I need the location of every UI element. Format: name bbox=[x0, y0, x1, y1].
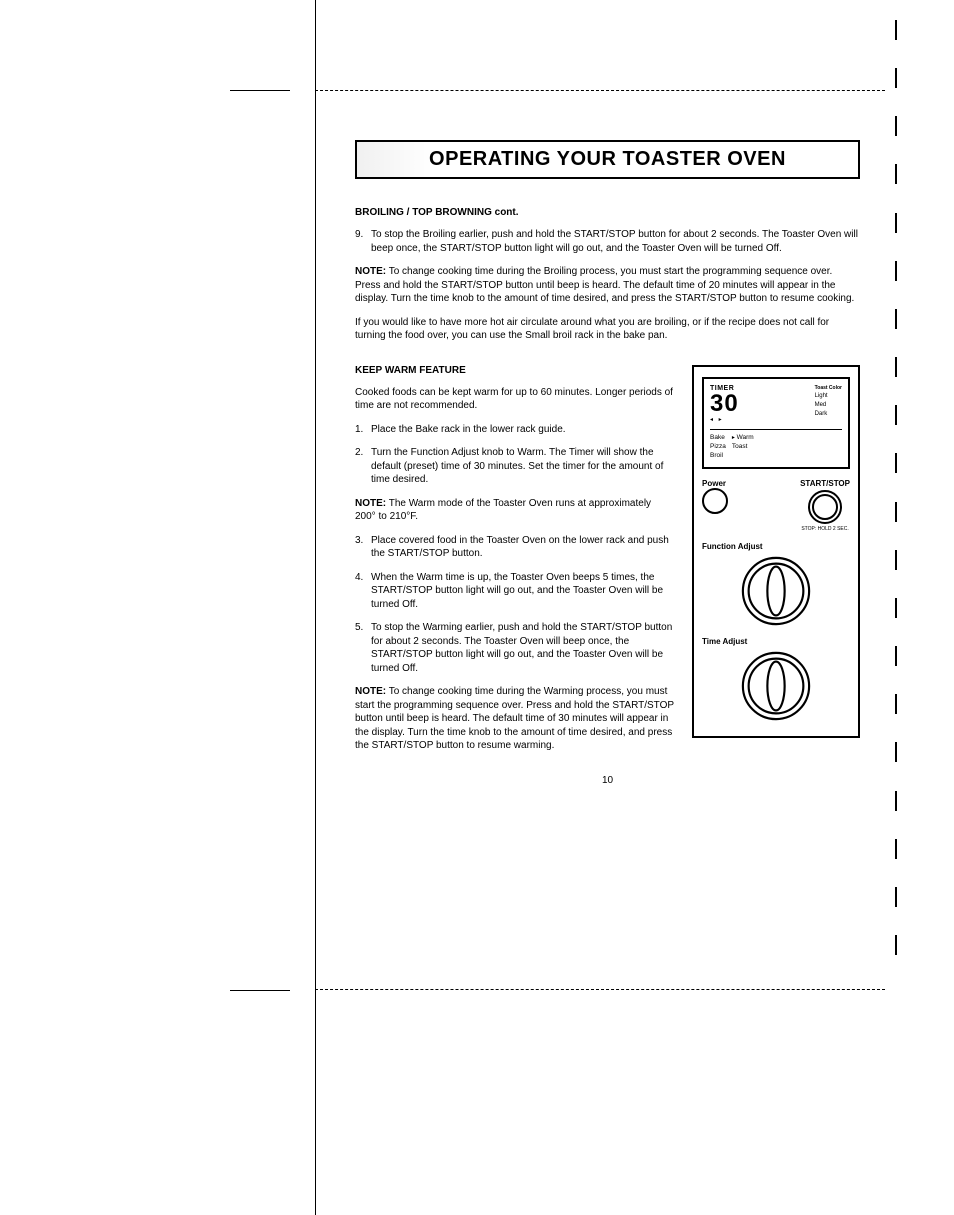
warm-steps-a: 1. Place the Bake rack in the lower rack… bbox=[355, 423, 674, 487]
timer-arrows: ◂ ▸ bbox=[710, 416, 809, 423]
power-label: Power bbox=[702, 479, 728, 488]
page-title: OPERATING YOUR TOASTER OVEN bbox=[367, 148, 848, 171]
note-label: NOTE: bbox=[355, 498, 386, 509]
note-label: NOTE: bbox=[355, 266, 386, 277]
knob-icon bbox=[740, 650, 812, 722]
left-tick-bottom bbox=[230, 990, 290, 991]
broil-tip: If you would like to have more hot air c… bbox=[355, 316, 860, 343]
mode-toast: Toast bbox=[732, 443, 754, 450]
note-text: To change cooking time during the Warmin… bbox=[355, 686, 674, 751]
step-text: Turn the Function Adjust knob to Warm. T… bbox=[371, 446, 674, 487]
power-block: Power bbox=[702, 479, 728, 514]
function-adjust-label: Function Adjust bbox=[702, 542, 850, 551]
keep-warm-column: KEEP WARM FEATURE Cooked foods can be ke… bbox=[355, 365, 674, 763]
keep-warm-heading: KEEP WARM FEATURE bbox=[355, 365, 674, 376]
mode-pizza: Pizza bbox=[710, 443, 726, 450]
display-screen: TIMER 30 ◂ ▸ Toast Color Light Med Dark bbox=[702, 377, 850, 469]
toast-color-light: Light bbox=[815, 392, 842, 401]
warm-step-1: 1. Place the Bake rack in the lower rack… bbox=[355, 423, 674, 437]
broil-step-9: 9. To stop the Broiling earlier, push an… bbox=[355, 228, 860, 255]
toast-color-dark: Dark bbox=[815, 410, 842, 419]
control-panel: TIMER 30 ◂ ▸ Toast Color Light Med Dark bbox=[692, 365, 860, 738]
warm-step-3: 3. Place covered food in the Toaster Ove… bbox=[355, 534, 674, 561]
step-number: 2. bbox=[355, 446, 371, 487]
warm-step-4: 4. When the Warm time is up, the Toaster… bbox=[355, 571, 674, 612]
right-dash-marks bbox=[895, 20, 897, 955]
mode-list: Bake Pizza Broil Warm Toast bbox=[710, 434, 842, 459]
time-adjust-knob[interactable] bbox=[740, 650, 812, 722]
note-label: NOTE: bbox=[355, 686, 386, 697]
function-adjust-knob[interactable] bbox=[740, 555, 812, 627]
timer-value: 30 bbox=[710, 392, 809, 416]
step-text: When the Warm time is up, the Toaster Ov… bbox=[371, 571, 674, 612]
warm-note-reprogram: NOTE: To change cooking time during the … bbox=[355, 685, 674, 753]
display-divider bbox=[710, 429, 842, 430]
toast-color-heading: Toast Color bbox=[815, 385, 842, 393]
start-stop-block: START/STOP STOP: HOLD 2 SEC. bbox=[800, 479, 850, 532]
time-adjust-block: Time Adjust bbox=[702, 637, 850, 722]
control-panel-column: TIMER 30 ◂ ▸ Toast Color Light Med Dark bbox=[692, 365, 860, 763]
toast-color-med: Med bbox=[815, 401, 842, 410]
page-content: OPERATING YOUR TOASTER OVEN BROILING / T… bbox=[355, 140, 860, 786]
step-text: Place the Bake rack in the lower rack gu… bbox=[371, 423, 566, 437]
warm-note-temp: NOTE: The Warm mode of the Toaster Oven … bbox=[355, 497, 674, 524]
mode-broil: Broil bbox=[710, 452, 726, 459]
broil-note: NOTE: To change cooking time during the … bbox=[355, 265, 860, 306]
mode-bake: Bake bbox=[710, 434, 726, 441]
step-number: 4. bbox=[355, 571, 371, 612]
step-text: To stop the Broiling earlier, push and h… bbox=[371, 228, 860, 255]
warm-steps-b: 3. Place covered food in the Toaster Ove… bbox=[355, 534, 674, 676]
time-adjust-label: Time Adjust bbox=[702, 637, 850, 646]
page-number: 10 bbox=[355, 775, 860, 786]
step-text: To stop the Warming earlier, push and ho… bbox=[371, 621, 674, 675]
warm-step-2: 2. Turn the Function Adjust knob to Warm… bbox=[355, 446, 674, 487]
broiling-heading: BROILING / TOP BROWNING cont. bbox=[355, 207, 860, 218]
note-text: The Warm mode of the Toaster Oven runs a… bbox=[355, 498, 651, 523]
step-number: 5. bbox=[355, 621, 371, 675]
step-number: 1. bbox=[355, 423, 371, 437]
step-number: 3. bbox=[355, 534, 371, 561]
broil-steps: 9. To stop the Broiling earlier, push an… bbox=[355, 228, 860, 255]
keep-warm-intro: Cooked foods can be kept warm for up to … bbox=[355, 386, 674, 413]
toast-color-block: Toast Color Light Med Dark bbox=[815, 385, 842, 420]
start-stop-hint: STOP: HOLD 2 SEC. bbox=[800, 526, 850, 532]
warm-step-5: 5. To stop the Warming earlier, push and… bbox=[355, 621, 674, 675]
title-box: OPERATING YOUR TOASTER OVEN bbox=[355, 140, 860, 179]
left-tick-top bbox=[230, 90, 290, 91]
note-text: To change cooking time during the Broili… bbox=[355, 266, 854, 304]
start-stop-label: START/STOP bbox=[800, 479, 850, 488]
step-text: Place covered food in the Toaster Oven o… bbox=[371, 534, 674, 561]
knob-icon bbox=[740, 555, 812, 627]
step-number: 9. bbox=[355, 228, 371, 255]
start-stop-button[interactable] bbox=[808, 490, 842, 524]
power-light bbox=[702, 488, 728, 514]
function-adjust-block: Function Adjust bbox=[702, 542, 850, 627]
mode-warm-selected: Warm bbox=[732, 434, 754, 441]
